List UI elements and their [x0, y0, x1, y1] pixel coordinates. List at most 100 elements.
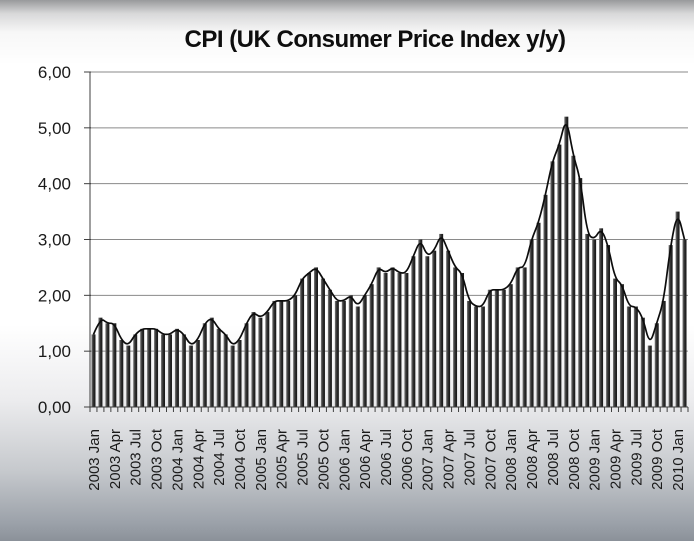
x-tick-label: 2004 Jan [169, 429, 186, 491]
y-tick-label: 5,00 [38, 119, 71, 138]
bar [202, 323, 207, 407]
bar [668, 245, 673, 407]
bar [571, 155, 576, 407]
bar [369, 284, 374, 407]
bar [112, 323, 117, 407]
bar [682, 239, 687, 407]
x-tick-label: 2006 Jul [378, 429, 395, 486]
bar [133, 334, 138, 407]
bar [147, 328, 152, 407]
bar [633, 306, 638, 407]
bar [105, 323, 110, 407]
x-tick-label: 2004 Apr [190, 429, 207, 489]
bar [300, 278, 305, 407]
bar [244, 323, 249, 407]
bar [425, 256, 430, 407]
bar [529, 239, 534, 407]
bar [446, 250, 451, 407]
x-tick-label: 2007 Oct [482, 428, 499, 490]
x-tick-label: 2004 Oct [232, 428, 249, 490]
bar [390, 267, 395, 407]
bar [480, 306, 485, 407]
bar [140, 328, 145, 407]
bar [251, 312, 256, 407]
bar [418, 239, 423, 407]
x-tick-label: 2003 Jan [86, 429, 103, 491]
y-tick-label: 2,00 [38, 286, 71, 305]
x-tick-label: 2003 Jul [128, 429, 145, 486]
x-tick-label: 2003 Oct [149, 428, 166, 490]
bar [279, 300, 284, 407]
y-tick-label: 4,00 [38, 175, 71, 194]
x-tick-label: 2006 Oct [399, 428, 416, 490]
axes [84, 71, 689, 412]
bar [161, 334, 166, 407]
trend-line [92, 124, 686, 345]
bar [487, 289, 492, 407]
x-tick-label: 2006 Apr [357, 429, 374, 489]
x-tick-label: 2007 Apr [441, 429, 458, 489]
x-tick-label: 2009 Oct [649, 428, 666, 490]
x-tick-label: 2008 Jan [503, 429, 520, 491]
bar [640, 317, 645, 407]
bar [473, 306, 478, 407]
bar [494, 289, 499, 407]
bar [522, 267, 527, 407]
bar [154, 328, 159, 407]
bar [606, 245, 611, 407]
x-tick-label: 2009 Jan [587, 429, 604, 491]
bar [237, 340, 242, 407]
bar [383, 273, 388, 407]
bar [675, 211, 680, 407]
bar [258, 317, 263, 407]
bar [307, 273, 312, 407]
bar [167, 334, 172, 407]
bar [376, 267, 381, 407]
bar [550, 161, 555, 407]
bar [661, 300, 666, 407]
x-axis-labels: 2003 Jan 2003 Apr 2003 Jul 2003 Oct 2004 Jan… [86, 428, 687, 491]
bar [355, 306, 360, 407]
bar [230, 345, 235, 407]
bar [188, 345, 193, 407]
bar [599, 228, 604, 407]
bar [195, 340, 200, 407]
y-tick-label: 6,00 [38, 63, 71, 82]
bar [647, 345, 652, 407]
y-tick-label: 0,00 [38, 398, 71, 417]
bar [612, 278, 617, 407]
bar [348, 295, 353, 407]
bar [320, 278, 325, 407]
bar [181, 334, 186, 407]
gridlines [90, 71, 688, 352]
bar [272, 300, 277, 407]
x-tick-label: 2003 Apr [107, 429, 124, 489]
y-axis-labels: 0,00 1,00 2,00 3,00 4,00 5,00 6,00 [38, 63, 71, 417]
bar [91, 334, 96, 407]
bar [439, 233, 444, 407]
bar [119, 340, 124, 407]
bar [508, 284, 513, 407]
x-tick-label: 2010 Jan [670, 429, 687, 491]
x-tick-label: 2006 Jan [336, 429, 353, 491]
bar [126, 345, 131, 407]
bar [466, 300, 471, 407]
bar [515, 267, 520, 407]
bar [557, 144, 562, 407]
bar [619, 284, 624, 407]
bar [362, 295, 367, 407]
y-tick-label: 1,00 [38, 342, 71, 361]
bar [585, 233, 590, 407]
bar [578, 178, 583, 407]
bar [98, 317, 103, 407]
y-tick-label: 3,00 [38, 231, 71, 250]
x-tick-label: 2008 Oct [566, 428, 583, 490]
bar [592, 239, 597, 407]
bar [334, 300, 339, 407]
x-tick-label: 2005 Jan [253, 429, 270, 491]
bar [397, 273, 402, 407]
bar [453, 267, 458, 407]
bar [223, 334, 228, 407]
